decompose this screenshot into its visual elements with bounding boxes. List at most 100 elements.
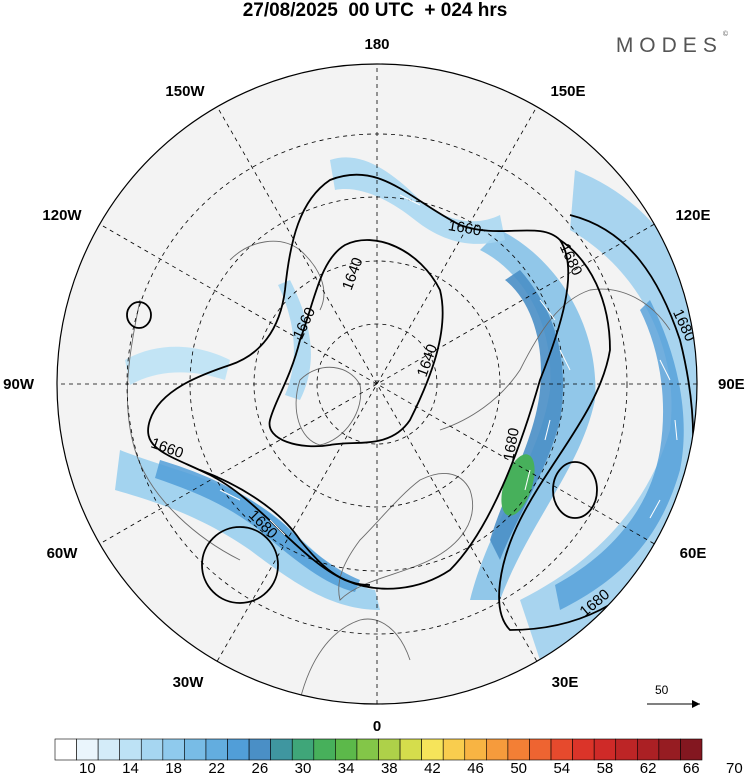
jet-siberia-outer	[470, 230, 596, 600]
colorbar-tick-label: 30	[294, 760, 312, 777]
colorbar-swatch	[442, 738, 466, 761]
contour-1680-low	[201, 526, 279, 604]
asia-coast	[439, 288, 671, 431]
jet-pacific	[330, 157, 505, 244]
reference-vector-label: 50	[655, 683, 669, 697]
colorbar-swatch	[335, 738, 358, 761]
copyright-mark: ©	[722, 31, 728, 38]
colorbar-swatch	[76, 738, 99, 761]
colorbar-swatch	[313, 738, 336, 761]
lon-label-150e: 150E	[550, 83, 585, 100]
wind-vectors	[219, 194, 678, 536]
colorbar-swatch	[205, 738, 228, 761]
wind-arrow	[524, 469, 531, 491]
colorbar-tick-label: 50	[510, 760, 528, 777]
colorbar-swatch	[248, 738, 271, 761]
longitude-labels: 180 150E 120E 90E 60E 30E 0 30W 60W 90W …	[3, 36, 745, 735]
colorbar-tick-label: 14	[122, 760, 139, 777]
lon-label-30w: 30W	[173, 674, 205, 691]
colorbar-swatch	[270, 738, 293, 761]
coastlines	[126, 240, 671, 701]
colorbar-tick-label: 70	[726, 760, 743, 777]
colorbar-swatch	[464, 738, 487, 761]
contour-label: 1680	[500, 426, 523, 462]
lon-label-60e: 60E	[680, 545, 707, 562]
colorbar-swatch	[184, 738, 207, 761]
colorbar-swatch	[399, 738, 422, 761]
contour-1680-east	[498, 214, 694, 631]
contour-1680-west	[199, 469, 371, 586]
wind-arrow	[219, 489, 241, 501]
jet-siberia-inner	[490, 270, 564, 560]
contour-label: 1660	[447, 217, 483, 240]
africa-coast	[299, 618, 411, 701]
colorbar-swatch	[680, 738, 703, 761]
wind-arrow	[559, 349, 571, 371]
colorbar-tick-label: 34	[337, 760, 355, 777]
wind-arrow	[539, 299, 556, 321]
jet-west	[125, 346, 230, 385]
lon-label-90w: 90W	[3, 376, 35, 393]
jet-east-inner	[555, 300, 684, 610]
colorbar-tick-label: 26	[251, 760, 269, 777]
colorbar-swatch	[54, 738, 77, 761]
colorbar-swatch	[636, 738, 660, 761]
map-border	[56, 63, 698, 705]
colorbar-swatch	[291, 738, 315, 761]
lon-label-180: 180	[364, 36, 389, 53]
map-title: 27/08/2025 00 UTC + 024 hrs	[242, 0, 508, 21]
wind-arrow	[544, 419, 551, 441]
colorbar-swatch	[227, 738, 250, 761]
greenland-coast	[295, 366, 362, 446]
brand-logo: MODES©	[615, 31, 728, 58]
jet-canada	[278, 280, 311, 400]
lon-label-60w: 60W	[47, 545, 79, 562]
colorbar-swatch	[119, 738, 142, 761]
contour-pacific-small	[126, 301, 152, 329]
colorbar-swatch	[97, 738, 120, 761]
colorbar-swatch	[658, 738, 681, 761]
lon-label-30e: 30E	[552, 674, 579, 691]
map-disk: 1640 1640 1660 1660 1660 1680 1680 1680 …	[57, 64, 697, 704]
colorbar-swatch	[378, 738, 401, 761]
jet-atlantic-inner	[155, 460, 360, 592]
colorbar-tick-label: 66	[682, 760, 700, 777]
wind-arrow	[649, 499, 661, 519]
colorbar-swatch	[356, 738, 379, 761]
colorbar-swatch	[486, 738, 509, 761]
reference-vector	[647, 700, 700, 708]
colorbar-swatch	[550, 738, 573, 761]
colorbar-tick-label: 58	[596, 760, 614, 777]
brand-name: MODES	[615, 34, 723, 57]
colorbar-swatch	[572, 738, 595, 761]
colorbar-swatch	[162, 738, 185, 761]
wind-arrow	[269, 519, 286, 536]
wind-arrow	[399, 194, 421, 206]
colorbar-tick-label: 54	[553, 760, 571, 777]
colorbar-tick-label: 42	[424, 760, 441, 777]
lon-label-120e: 120E	[675, 207, 710, 224]
colorbar-swatch	[507, 738, 530, 761]
colorbar-swatch	[593, 738, 617, 761]
americas-coast	[126, 299, 241, 561]
colorbar-tick-label: 38	[380, 760, 398, 777]
lon-label-150w: 150W	[165, 83, 205, 100]
colorbar-tick-label: 10	[79, 760, 96, 777]
wind-arrow	[674, 419, 678, 441]
colorbar	[54, 738, 703, 761]
colorbar-swatch	[529, 738, 552, 761]
colorbar-tick-label: 62	[639, 760, 657, 777]
graticule	[57, 64, 697, 704]
lon-label-120w: 120W	[42, 207, 82, 224]
colorbar-tick-label: 22	[208, 760, 226, 777]
lon-label-0: 0	[373, 718, 381, 735]
lon-label-90e: 90E	[718, 376, 745, 393]
height-contours	[126, 173, 694, 631]
colorbar-swatch	[615, 738, 638, 761]
colorbar-swatch	[140, 738, 164, 761]
wind-arrow	[659, 359, 671, 381]
colorbar-tick-label: 46	[467, 760, 484, 777]
contour-1640-inner	[268, 239, 444, 448]
colorbar-tick-label: 18	[165, 760, 182, 777]
